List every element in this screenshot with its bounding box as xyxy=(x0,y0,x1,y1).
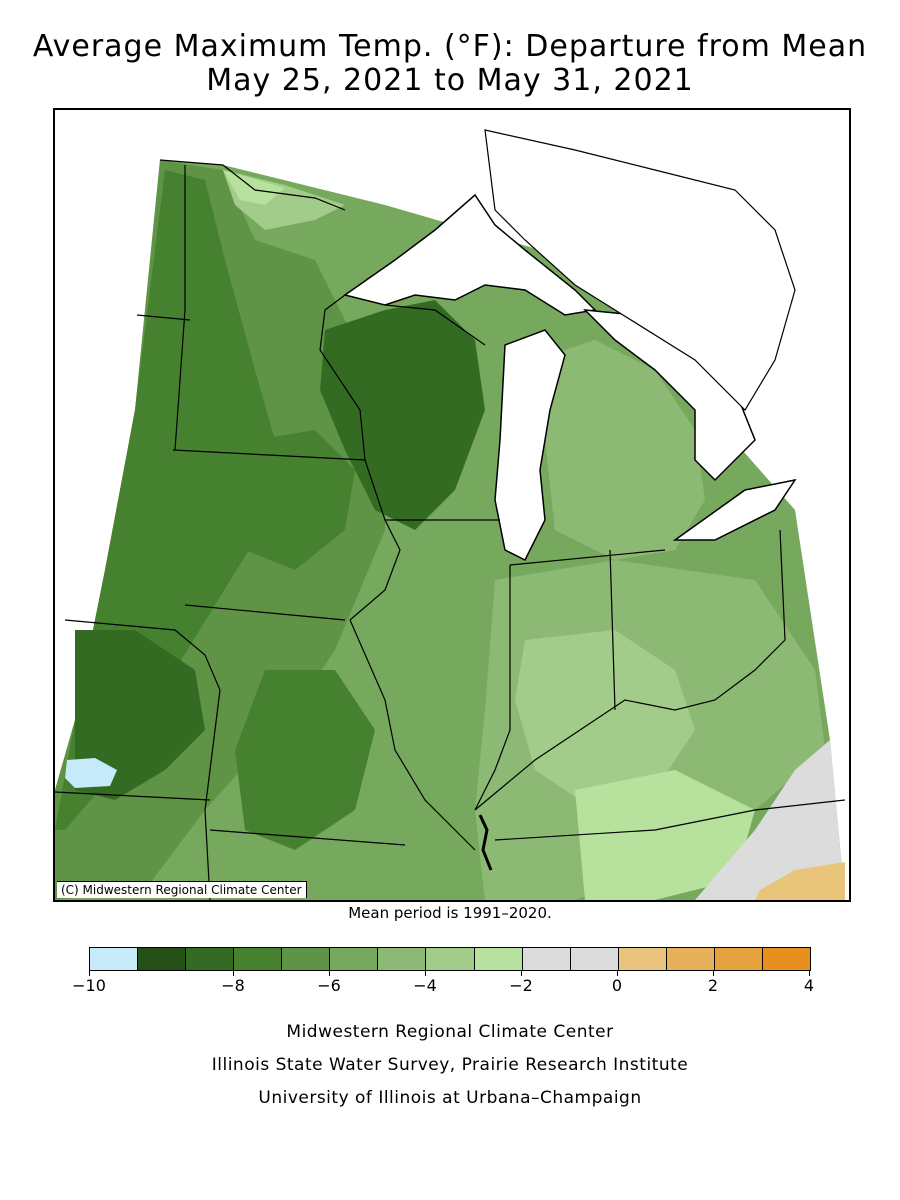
legend-tick-label: −4 xyxy=(413,976,437,995)
border-kansas-ok xyxy=(55,791,211,801)
contour-minnesota-lightest xyxy=(223,170,285,205)
contour-iowa-darker xyxy=(225,430,355,570)
legend-swatch xyxy=(714,948,763,970)
contour-appalachian-positive xyxy=(755,862,845,900)
contour-appalachian-neutral xyxy=(695,740,845,900)
contour-michigan-light xyxy=(535,340,705,560)
legend-tick-label: −8 xyxy=(221,976,245,995)
legend-swatch xyxy=(426,948,475,970)
border-mn-canada xyxy=(159,159,346,211)
lake-michigan xyxy=(494,329,566,562)
legend-swatch xyxy=(138,948,187,970)
border-up-wi xyxy=(384,304,486,346)
legend-tick-label: 4 xyxy=(803,976,815,995)
legend-swatch xyxy=(762,948,810,970)
border-il-river-south xyxy=(349,619,476,851)
legend-swatch xyxy=(474,948,523,970)
temperature-departure-map xyxy=(55,129,846,900)
border-iowa-south xyxy=(184,604,346,621)
contour-wisconsin-core xyxy=(320,300,485,530)
border-iowa-north xyxy=(172,449,366,461)
border-in-oh xyxy=(609,549,616,711)
border-il-in xyxy=(474,565,511,811)
footer-university: University of Illinois at Urbana–Champai… xyxy=(258,1088,642,1108)
state-boundaries xyxy=(55,159,846,900)
contour-nebraska-extreme xyxy=(65,758,117,788)
legend-tick xyxy=(617,970,618,976)
border-michigan-oh-in xyxy=(509,549,666,566)
map-date-range: May 25, 2021 to May 31, 2021 xyxy=(206,63,694,98)
footer-org: Midwestern Regional Climate Center xyxy=(286,1022,614,1042)
border-dakotas xyxy=(136,314,191,321)
border-mn-west xyxy=(174,165,186,451)
border-mn-wi xyxy=(319,294,366,461)
legend-swatch xyxy=(234,948,283,970)
legend-tick-label: −10 xyxy=(72,976,106,995)
legend-tick-label: 2 xyxy=(707,976,719,995)
contour-indiana-lighter xyxy=(515,630,695,810)
legend-tick xyxy=(233,970,234,976)
legend-swatch xyxy=(186,948,235,970)
legend-swatch xyxy=(618,948,667,970)
legend-tick xyxy=(809,970,810,976)
border-iowa-il-river xyxy=(349,459,401,621)
legend-swatch xyxy=(522,948,571,970)
contour-missouri-dark xyxy=(235,670,375,850)
contour-kentucky-lightest xyxy=(575,770,755,900)
legend-swatch xyxy=(378,948,427,970)
legend-tick xyxy=(329,970,330,976)
border-nebraska-kansas xyxy=(64,619,221,691)
canada-ontario-land xyxy=(484,129,796,411)
border-missouri-south xyxy=(209,829,406,846)
legend-swatch xyxy=(282,948,331,970)
lake-superior xyxy=(343,193,597,316)
legend-tick-label: 0 xyxy=(611,976,623,995)
contour-kansas-core xyxy=(75,630,205,800)
color-legend-bar xyxy=(89,947,811,971)
lake-erie xyxy=(672,478,797,541)
legend-swatch xyxy=(666,948,715,970)
legend-tick-label: −6 xyxy=(317,976,341,995)
legend-tick xyxy=(89,970,90,976)
border-ohio-river xyxy=(474,639,786,811)
border-ky-tn xyxy=(494,799,846,841)
legend-tick xyxy=(713,970,714,976)
legend-swatch xyxy=(90,948,139,970)
mississippi-river xyxy=(478,814,493,871)
border-missouri-west xyxy=(204,689,221,900)
map-title: Average Maximum Temp. (°F): Departure fr… xyxy=(32,29,868,64)
legend-swatch xyxy=(330,948,379,970)
map-credit-label: (C) Midwestern Regional Climate Center xyxy=(57,881,307,898)
map-panel: (C) Midwestern Regional Climate Center xyxy=(53,108,851,902)
footer-survey: Illinois State Water Survey, Prairie Res… xyxy=(211,1055,689,1075)
legend-swatch xyxy=(570,948,619,970)
mean-period-note: Mean period is 1991–2020. xyxy=(348,904,552,922)
border-ohio-east xyxy=(779,529,786,641)
legend-tick xyxy=(425,970,426,976)
legend-tick-label: −2 xyxy=(509,976,533,995)
legend-tick xyxy=(521,970,522,976)
